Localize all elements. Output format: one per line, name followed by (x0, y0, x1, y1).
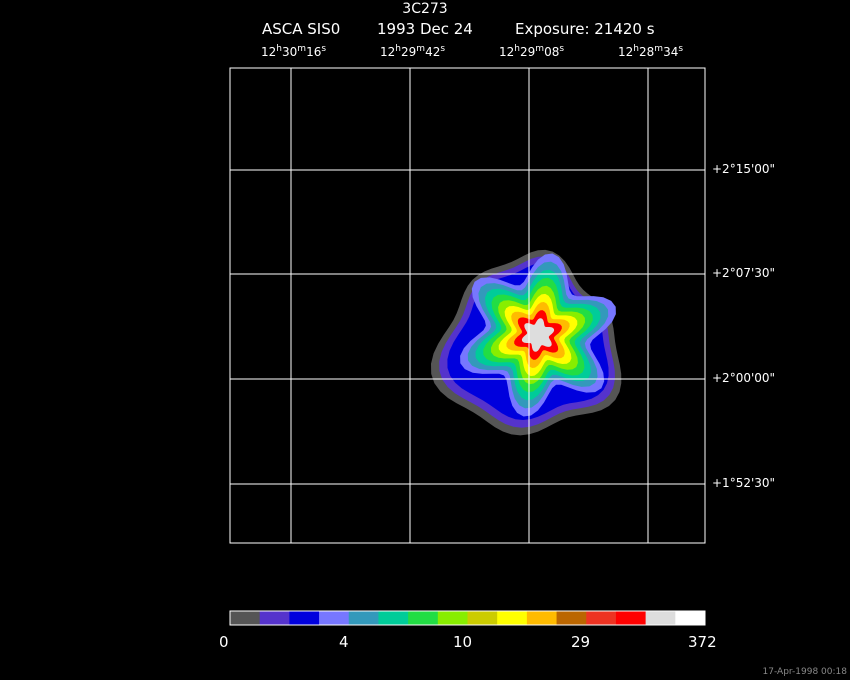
ra-tick-label: 12h30m16s (261, 44, 327, 60)
ra-tick-label: 12h29m08s (499, 44, 565, 60)
instrument-label: ASCA SIS0 (262, 20, 341, 38)
dec-tick-label: +2°00'00" (712, 371, 776, 385)
colorbar-swatch (615, 611, 647, 625)
colorbar-swatch (378, 611, 409, 625)
timestamp: 17-Apr-1998 00:18 (762, 667, 847, 677)
colorbar (229, 610, 706, 626)
colorbar-swatch (497, 611, 528, 625)
chart-title: 3C273 (402, 1, 448, 17)
exposure-label: Exposure: 21420 s (515, 20, 655, 38)
colorbar-swatch (675, 611, 706, 625)
dec-tick-label: +2°07'30" (712, 266, 776, 280)
colorbar-swatch (319, 611, 350, 625)
coordinate-grid (230, 68, 705, 543)
colorbar-tick-label: 372 (688, 633, 717, 651)
colorbar-swatch (556, 611, 587, 625)
colorbar-tick-label: 29 (571, 633, 591, 651)
plot-frame (229, 67, 706, 544)
colorbar-tick-label: 0 (219, 633, 229, 651)
colorbar-swatch (408, 611, 439, 625)
colorbar-swatch (467, 611, 498, 625)
ra-tick-label: 12h28m34s (618, 44, 684, 60)
observation-date: 1993 Dec 24 (377, 20, 473, 38)
ra-tick-label: 12h29m42s (380, 44, 446, 60)
colorbar-swatch (230, 611, 261, 625)
colorbar-swatch (348, 611, 379, 625)
source-contour-level-11 (521, 318, 555, 352)
colorbar-swatch (289, 611, 320, 625)
source-intensity-map (431, 249, 622, 436)
colorbar-frame (229, 610, 706, 626)
colorbar-tick-label: 10 (453, 633, 473, 651)
colorbar-swatch (259, 611, 290, 625)
colorbar-swatch (586, 611, 617, 625)
dec-tick-label: +2°15'00" (712, 162, 776, 176)
colorbar-swatch (526, 611, 558, 625)
colorbar-swatch (437, 611, 468, 625)
colorbar-tick-label: 4 (339, 633, 349, 651)
dec-tick-label: +1°52'30" (712, 476, 776, 490)
colorbar-swatch (645, 611, 676, 625)
